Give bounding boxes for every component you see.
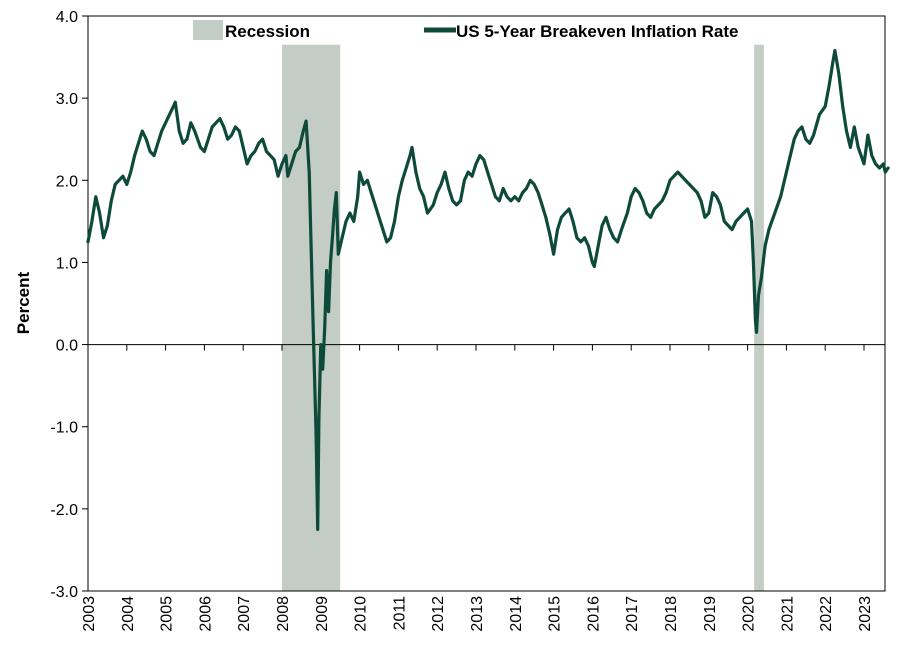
x-tick-label: 2012: [430, 596, 447, 632]
legend: Recession US 5-Year Breakeven Inflation …: [193, 20, 739, 41]
y-tick-label: 4.0: [56, 9, 78, 26]
x-tick-label: 2019: [702, 596, 719, 632]
x-tick-label: 2010: [353, 596, 370, 632]
x-tick-label: 2023: [857, 596, 874, 632]
x-tick-label: 2018: [663, 596, 680, 632]
x-tick-label: 2015: [547, 596, 564, 632]
recession-bands: [282, 44, 764, 591]
y-tick-label: 0.0: [56, 338, 78, 355]
recession-band: [754, 44, 764, 591]
x-tick-label: 2017: [624, 596, 641, 632]
recession-band: [282, 44, 341, 591]
legend-recession-label: Recession: [225, 22, 310, 41]
x-tick-label: 2020: [741, 596, 758, 632]
x-tick-label: 2006: [197, 596, 214, 632]
y-tick-label: 2.0: [56, 173, 78, 190]
y-tick-label: 3.0: [56, 91, 78, 108]
x-tick-label: 2013: [469, 596, 486, 632]
x-tick-label: 2008: [275, 596, 292, 632]
x-tick-label: 2007: [236, 596, 253, 632]
x-tick-label: 2005: [159, 596, 176, 632]
x-tick-label: 2009: [314, 596, 331, 632]
y-tick-label: -3.0: [50, 584, 78, 601]
legend-series-label: US 5-Year Breakeven Inflation Rate: [456, 22, 739, 41]
x-tick-labels: 2003 2004 2005 2006 2007 2008 2009 2010 2011 2012…: [81, 344, 874, 632]
y-tick-label: -1.0: [50, 420, 78, 437]
legend-recession-swatch: [193, 20, 223, 40]
x-tick-label: 2016: [585, 596, 602, 632]
x-tick-label: 2021: [779, 596, 796, 632]
x-tick-label: 2003: [81, 596, 98, 632]
x-tick-label: 2011: [391, 596, 408, 631]
x-tick-label: 2014: [508, 596, 525, 632]
plot-frame: [87, 15, 886, 592]
y-tick-label: -2.0: [50, 502, 78, 519]
x-tick-label: 2004: [120, 596, 137, 632]
series-line-breakeven: [86, 48, 890, 531]
y-axis-label: Percent: [14, 271, 33, 334]
x-tick-label: 2022: [818, 596, 835, 632]
y-tick-labels: 4.0 3.0 2.0 1.0 0.0 -1.0 -2.0 -3.0: [50, 9, 88, 601]
y-tick-label: 1.0: [56, 255, 78, 272]
axes: [87, 15, 886, 592]
